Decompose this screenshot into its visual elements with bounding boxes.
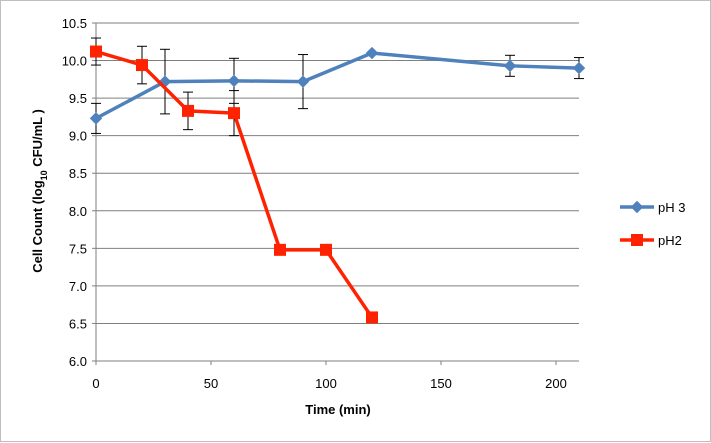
legend-marker xyxy=(630,200,644,214)
y-axis-title-units: CFU/mL ) xyxy=(30,109,45,170)
legend-label: pH 3 xyxy=(658,200,685,215)
y-axis-ticks: 6.0 6.5 7.0 7.5 8.0 8.5 9.0 9.5 10.0 10.5 xyxy=(62,16,96,369)
data-point xyxy=(320,243,332,256)
data-point xyxy=(365,46,379,60)
data-point xyxy=(89,112,103,125)
legend-label: pH2 xyxy=(658,233,682,248)
y-tick-label: 10.5 xyxy=(62,16,87,31)
legend-item-ph3: pH 3 xyxy=(620,200,685,215)
data-point xyxy=(503,59,517,73)
x-tick-label: 150 xyxy=(430,376,452,391)
y-axis-title: Cell Count (log10 CFU/mL ) xyxy=(30,109,49,273)
data-point xyxy=(274,243,286,256)
y-tick-label: 9.0 xyxy=(69,129,87,144)
data-point xyxy=(90,45,102,58)
y-tick-label: 10.0 xyxy=(62,54,87,69)
data-point xyxy=(182,104,194,117)
series-ph3 xyxy=(89,46,586,134)
x-tick-label: 50 xyxy=(204,376,218,391)
data-point xyxy=(572,61,586,75)
y-tick-label: 6.0 xyxy=(69,354,87,369)
data-point xyxy=(296,75,310,88)
series-layer xyxy=(89,37,586,324)
y-axis-title-subscript: 10 xyxy=(39,170,49,180)
legend: pH 3 pH2 xyxy=(620,200,685,248)
data-point xyxy=(366,311,378,324)
legend-item-ph2: pH2 xyxy=(620,233,682,248)
x-tick-label: 200 xyxy=(545,376,567,391)
x-tick-label: 0 xyxy=(92,376,99,391)
y-tick-label: 7.5 xyxy=(69,241,87,256)
data-point xyxy=(227,74,241,88)
y-tick-label: 7.0 xyxy=(69,279,87,294)
x-axis-title: Time (min) xyxy=(305,402,371,417)
y-tick-label: 6.5 xyxy=(69,316,87,331)
legend-marker xyxy=(631,234,643,246)
series-ph2 xyxy=(90,37,378,324)
x-tick-label: 100 xyxy=(315,376,337,391)
y-tick-label: 8.5 xyxy=(69,166,87,181)
y-tick-label: 8.0 xyxy=(69,204,87,219)
axes xyxy=(95,23,579,362)
data-point xyxy=(228,107,240,120)
y-axis-title-main: Cell Count (log xyxy=(30,180,45,272)
x-axis-ticks: 0 50 100 150 200 xyxy=(92,361,567,391)
series-line-ph3 xyxy=(95,51,580,120)
y-tick-label: 9.5 xyxy=(69,91,87,106)
data-point xyxy=(136,59,148,72)
